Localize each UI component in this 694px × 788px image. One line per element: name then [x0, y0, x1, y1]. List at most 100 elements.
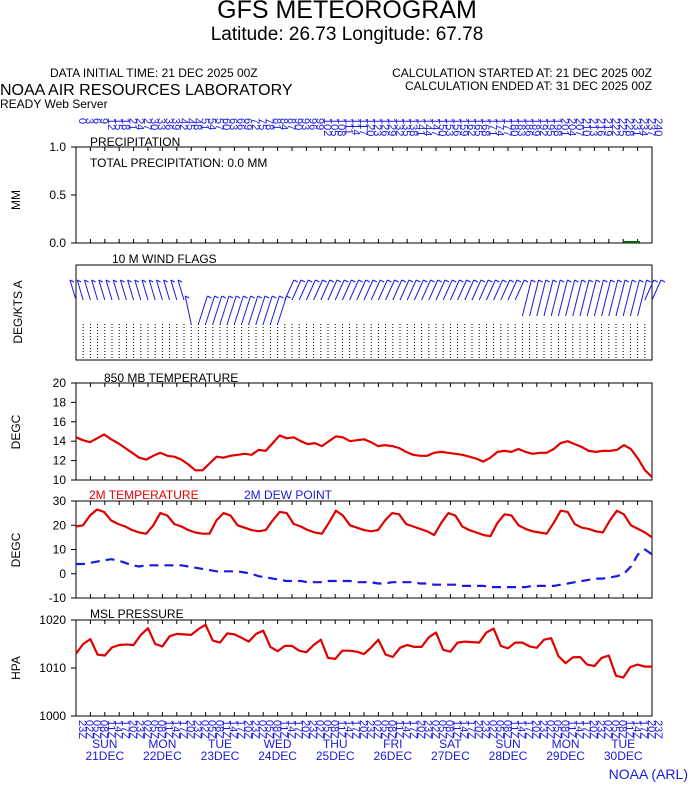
hour-label: 12 [105, 118, 117, 130]
wind-barb-flag [451, 279, 457, 283]
utc-label: 14Z [227, 720, 239, 739]
wind-barb-flag [495, 279, 500, 283]
utc-label: 05Z [206, 720, 218, 739]
wind-barb [601, 279, 612, 317]
hour-label: 201 [558, 118, 570, 136]
hour-label: 138 [407, 118, 419, 136]
wind-barb-flag [581, 279, 587, 283]
wind-barb-flag [372, 279, 378, 283]
day-of-week-label: SAT [439, 737, 462, 751]
utc-label: 17Z [638, 720, 650, 739]
wind-barb [91, 279, 99, 301]
wind-barb-flag [473, 279, 479, 283]
utc-label: 11Z [623, 720, 635, 738]
precip-y-tick-label: 1.0 [49, 140, 66, 154]
hour-label: 84 [278, 118, 290, 130]
hour-label: 144 [422, 118, 434, 136]
wind-barb-flag [235, 295, 241, 299]
wind-barb [83, 279, 91, 301]
utc-label: 14Z [112, 720, 124, 739]
wind-barb [521, 279, 532, 317]
day-of-week-label: THU [323, 737, 348, 751]
wind-barb [226, 295, 237, 325]
wind-barb [399, 279, 410, 301]
wind-barb-flag [466, 279, 471, 283]
hour-label: 42 [177, 118, 189, 130]
utc-label: 14Z [285, 720, 297, 739]
wind-barb [406, 279, 417, 301]
utc-label: 05Z [494, 720, 506, 739]
lab-name: NOAA AIR RESOURCES LABORATORY [0, 82, 293, 99]
utc-label: 05Z [378, 720, 390, 739]
wind-barb-flag [221, 295, 227, 299]
wind-barb-flag [243, 295, 248, 299]
hour-label: 33 [155, 118, 167, 130]
utc-label: 02Z [371, 720, 383, 739]
wind-barb-flag [545, 279, 551, 283]
hour-label: 177 [501, 118, 513, 136]
wind-barb [105, 279, 113, 301]
wind-barb [385, 279, 396, 301]
temp850-y-tick-label: 14 [53, 434, 67, 448]
hour-label: 18 [119, 118, 131, 130]
hour-label: 240 [652, 118, 664, 136]
hour-label: 153 [443, 118, 455, 136]
utc-label: 11Z [508, 720, 520, 738]
hour-label: 0 [76, 118, 88, 124]
day-date-label: 22DEC [143, 749, 182, 763]
wind-barb-flag [141, 279, 147, 283]
utc-label: 20Z [357, 720, 369, 739]
wind-barb [421, 279, 432, 301]
wind-barb-flag [322, 279, 327, 283]
wind-barb [233, 295, 244, 325]
wind-ylabel: DEG/KTS A [11, 280, 25, 343]
utc-label: 14Z [170, 720, 182, 739]
wind-barb-flag [84, 279, 89, 283]
utc-label: 14Z [458, 720, 470, 739]
wind-barb [320, 279, 331, 301]
wind-barb-flag [228, 295, 234, 299]
wind-barb-flag [300, 279, 306, 283]
wind-barb-flag [264, 295, 270, 299]
precip-y-tick-label: 0.5 [49, 188, 66, 202]
wind-barb [644, 279, 655, 301]
wind-barb-flag [588, 279, 594, 283]
utc-label: 14Z [400, 720, 412, 739]
wind-barb [313, 279, 324, 301]
credit-label: NOAA (ARL) [608, 766, 688, 782]
utc-label: 23Z [537, 720, 549, 739]
hour-label: 93 [299, 118, 311, 130]
utc-label: 17Z [177, 720, 189, 739]
hour-label: 237 [645, 118, 657, 136]
utc-label: 23Z [422, 720, 434, 739]
utc-label: 02Z [544, 720, 556, 739]
wind-barb [269, 295, 280, 325]
temp2m-y-tick-label: 20 [53, 518, 67, 532]
wind-barb-flag [76, 279, 82, 283]
precip-y-tick-label: 0.0 [49, 236, 66, 250]
wind-barb [615, 279, 626, 317]
utc-label: 11Z [278, 720, 290, 738]
wind-barb-flag [408, 279, 414, 283]
wind-barb-flag [523, 279, 529, 283]
utc-label: 17Z [465, 720, 477, 739]
wind-barb-flag [307, 279, 313, 283]
utc-label: 02Z [83, 720, 95, 739]
wind-barb-flag [257, 295, 263, 299]
hour-label: 108 [335, 118, 347, 136]
wind-barb-flag [134, 279, 140, 283]
utc-label: 02Z [486, 720, 498, 739]
wind-barb [557, 279, 568, 317]
temp2m-y-tick-label: -10 [49, 591, 67, 605]
wind-barb [155, 279, 163, 301]
hour-label: 120 [364, 118, 376, 136]
hour-label: 63 [227, 118, 239, 130]
wind-barb-flag [156, 279, 161, 283]
wind-barb-flag [502, 279, 507, 283]
wind-barb-flag [631, 279, 637, 283]
wind-barb [565, 279, 576, 317]
utc-label: 08Z [270, 720, 282, 739]
utc-label: 08Z [98, 720, 110, 739]
hour-label: 183 [515, 118, 527, 136]
location-subtitle: Latitude: 26.73 Longitude: 67.78 [210, 24, 484, 45]
